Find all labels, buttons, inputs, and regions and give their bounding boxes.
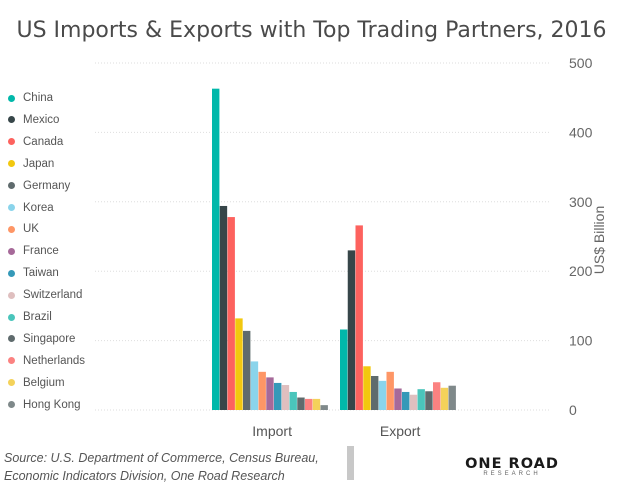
logo-main-text: ONE ROAD bbox=[465, 456, 559, 472]
bar-export-france bbox=[394, 388, 402, 410]
y-tick-label: 200 bbox=[569, 263, 593, 279]
bar-import-germany bbox=[243, 330, 251, 410]
bar-import-hong-kong bbox=[320, 405, 328, 410]
legend-item: Brazil bbox=[8, 309, 52, 325]
y-tick-label: 400 bbox=[569, 124, 593, 140]
legend-label: Japan bbox=[23, 157, 55, 170]
x-category-label: Import bbox=[252, 423, 292, 439]
legend-swatch bbox=[8, 379, 15, 387]
legend-item: Belgium bbox=[8, 375, 65, 391]
legend-swatch bbox=[8, 204, 15, 211]
legend-swatch bbox=[8, 247, 15, 255]
legend-swatch bbox=[8, 116, 15, 124]
legend-label: Hong Kong bbox=[23, 398, 81, 411]
legend-label: Singapore bbox=[23, 332, 76, 345]
bar-export-uk bbox=[386, 371, 394, 410]
bar-import-france bbox=[266, 377, 274, 410]
logo-sub-text: RESEARCH bbox=[483, 471, 541, 477]
divider bbox=[347, 446, 354, 480]
legend-label: Canada bbox=[23, 135, 64, 148]
bar-export-china bbox=[340, 329, 348, 410]
bar-export-japan bbox=[363, 366, 371, 410]
bar-export-hong-kong bbox=[448, 385, 456, 410]
legend-swatch bbox=[8, 182, 15, 190]
legend-swatch bbox=[8, 94, 15, 102]
y-tick-label: 300 bbox=[569, 194, 593, 210]
legend-label: UK bbox=[23, 223, 39, 236]
legend-item: Netherlands bbox=[8, 353, 85, 369]
legend-swatch bbox=[8, 225, 15, 233]
bar-import-uk bbox=[258, 371, 266, 410]
bar-import-netherlands bbox=[305, 398, 313, 410]
legend-swatch bbox=[8, 357, 15, 365]
legend-item: Singapore bbox=[8, 331, 75, 347]
y-tick-label: 100 bbox=[569, 333, 593, 349]
legend-item: UK bbox=[8, 221, 39, 237]
legend-item: Switzerland bbox=[8, 287, 82, 303]
legend-item: Hong Kong bbox=[8, 397, 81, 413]
y-axis-title: US$ Billion bbox=[591, 206, 607, 274]
legend-item: France bbox=[8, 243, 59, 259]
bar-export-korea bbox=[378, 380, 387, 410]
legend-item: Canada bbox=[8, 134, 63, 150]
legend-swatch bbox=[8, 160, 15, 168]
legend-label: France bbox=[23, 245, 59, 258]
legend-label: Korea bbox=[23, 201, 54, 214]
legend-swatch bbox=[8, 291, 15, 299]
legend-item: Mexico bbox=[8, 112, 59, 128]
source-line-1: Source: U.S. Department of Commerce, Cen… bbox=[4, 451, 319, 465]
bar-export-brazil bbox=[417, 389, 425, 410]
bar-import-japan bbox=[235, 318, 243, 410]
legend-swatch bbox=[8, 335, 15, 343]
bar-import-switzerland bbox=[281, 385, 290, 410]
bar-import-mexico bbox=[219, 205, 228, 410]
legend-item: China bbox=[8, 90, 53, 106]
bar-export-belgium bbox=[440, 387, 449, 410]
legend-label: Taiwan bbox=[23, 267, 59, 280]
chart-title: US Imports & Exports with Top Trading Pa… bbox=[16, 18, 607, 43]
bar-export-netherlands bbox=[433, 382, 441, 410]
legend-label: Brazil bbox=[23, 311, 52, 323]
bar-export-germany bbox=[371, 375, 379, 410]
x-category-label: Export bbox=[380, 423, 421, 439]
legend-label: Switzerland bbox=[23, 289, 83, 302]
legend-label: Germany bbox=[23, 179, 71, 192]
legend-label: China bbox=[23, 92, 54, 104]
legend-swatch bbox=[8, 401, 15, 409]
legend-item: Taiwan bbox=[8, 265, 59, 281]
bar-import-belgium bbox=[312, 398, 321, 410]
legend-item: Germany bbox=[8, 178, 70, 194]
bar-import-taiwan bbox=[274, 382, 282, 410]
legend-label: Mexico bbox=[23, 113, 60, 126]
y-tick-label: 500 bbox=[569, 55, 593, 71]
legend-item: Korea bbox=[8, 200, 54, 216]
legend-swatch bbox=[8, 269, 15, 277]
bar-export-singapore bbox=[425, 391, 433, 410]
bar-export-canada bbox=[355, 225, 363, 410]
y-tick-label: 0 bbox=[569, 402, 577, 418]
bar-export-switzerland bbox=[409, 394, 418, 410]
source-note: Source: U.S. Department of Commerce, Cen… bbox=[4, 449, 344, 485]
legend-swatch bbox=[8, 138, 15, 146]
bar-import-canada bbox=[227, 217, 235, 410]
legend-label: Belgium bbox=[23, 376, 65, 389]
bar-import-singapore bbox=[297, 397, 305, 410]
bar-import-china bbox=[212, 88, 220, 410]
bar-export-mexico bbox=[347, 250, 356, 410]
bar-import-korea bbox=[250, 361, 259, 410]
bar-import-brazil bbox=[289, 391, 297, 410]
legend-swatch bbox=[8, 313, 15, 321]
legend-item: Japan bbox=[8, 156, 54, 172]
source-line-2: Economic Indicators Division, One Road R… bbox=[4, 469, 285, 483]
bar-export-taiwan bbox=[402, 391, 410, 410]
legend-label: Netherlands bbox=[23, 354, 86, 367]
one-road-logo: ONE ROAD RESEARCH bbox=[462, 456, 562, 477]
